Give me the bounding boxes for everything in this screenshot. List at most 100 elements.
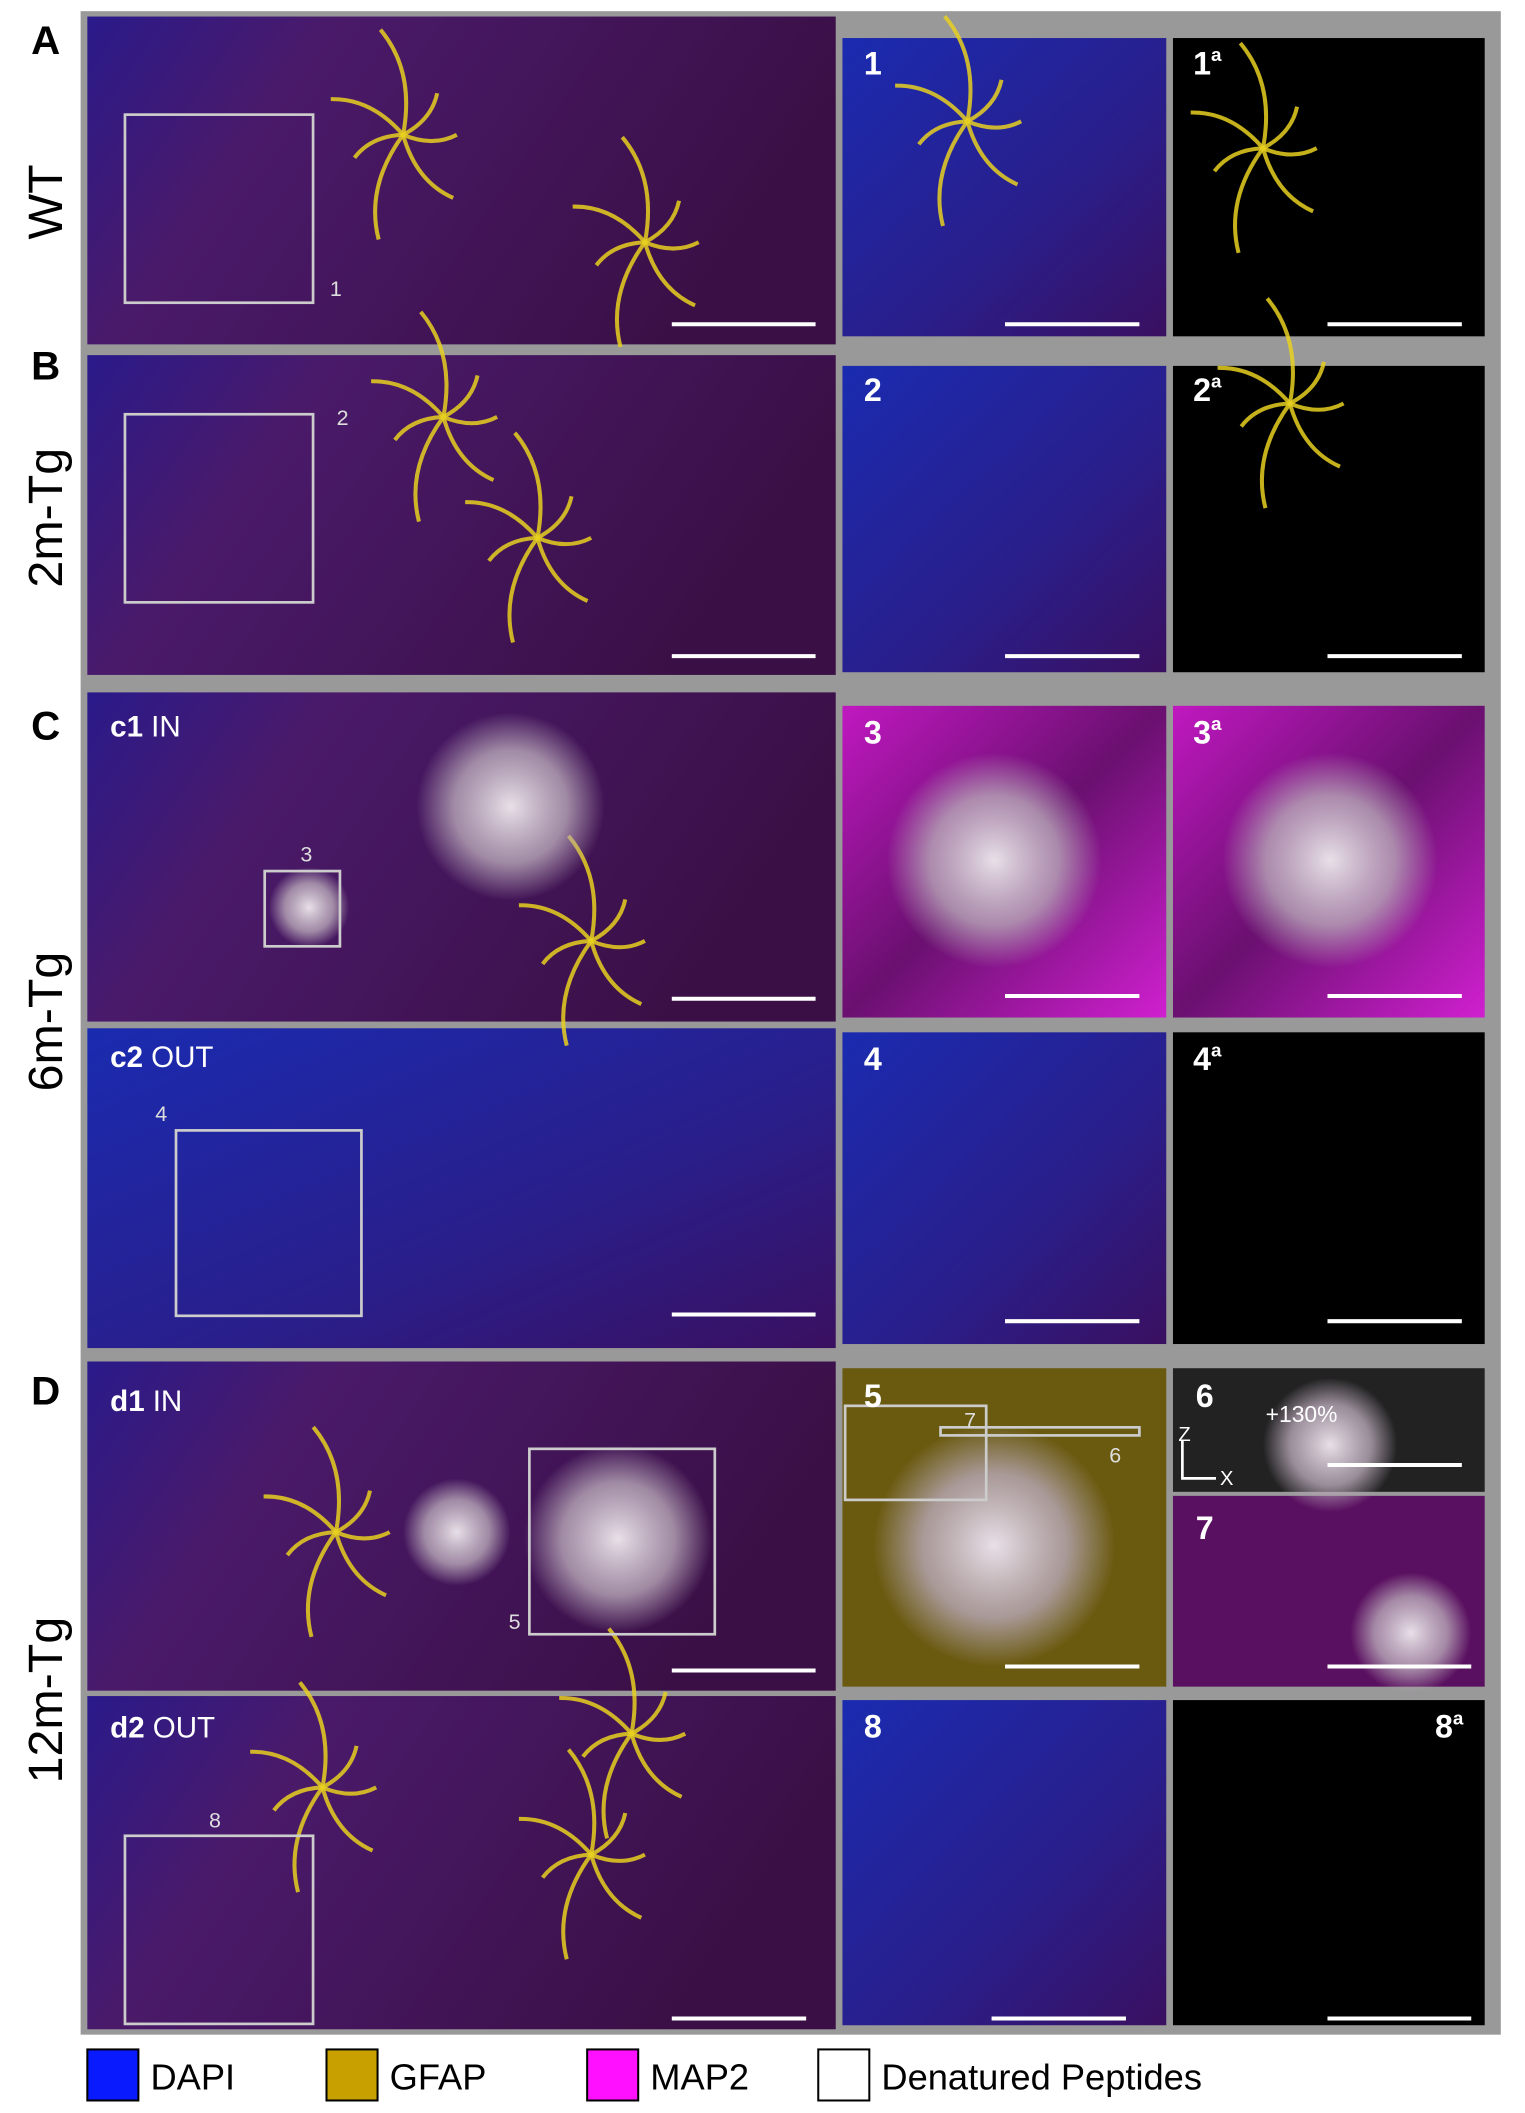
astrocyte — [298, 1681, 328, 1788]
axis-x: X — [1220, 1468, 1234, 1490]
astrocyte — [895, 83, 969, 123]
astrocyte — [402, 92, 440, 137]
legend-label: Denatured Peptides — [881, 2057, 1202, 2098]
astrocyte — [352, 132, 404, 160]
panel-label: 2 — [864, 372, 882, 408]
panel-label: 5 — [864, 1378, 882, 1414]
astrocyte — [320, 1786, 374, 1853]
plaque — [873, 1424, 1116, 1667]
inset-marker: 7 — [964, 1408, 976, 1432]
astrocyte — [630, 1731, 687, 1742]
panel-label: 2a — [1193, 370, 1222, 407]
row-condition: 12m-Tg — [19, 1617, 73, 1784]
astrocyte — [321, 1785, 378, 1796]
astrocyte — [540, 938, 592, 966]
astrocyte — [321, 1745, 359, 1790]
astrocyte — [1239, 401, 1290, 428]
astrocyte — [590, 1812, 628, 1857]
astrocyte — [943, 14, 973, 122]
subpanel-label: d1 IN — [110, 1385, 182, 1418]
inset-box — [123, 113, 315, 305]
row-letter: A — [31, 18, 60, 63]
panel-superscript: a — [1211, 370, 1222, 391]
astrocyte — [536, 495, 574, 540]
astrocyte — [937, 120, 970, 227]
row-condition: WT — [19, 164, 73, 239]
astrocyte — [594, 240, 646, 267]
subpanel-region: IN — [153, 1385, 183, 1418]
inset-box — [123, 412, 315, 604]
subpanel-id: d2 — [110, 1712, 144, 1745]
plaque — [524, 1444, 713, 1633]
panel-number: 8 — [864, 1709, 882, 1745]
legend-label: MAP2 — [650, 2057, 749, 2098]
astrocyte — [965, 120, 1019, 187]
panel-label: 8 — [864, 1709, 882, 1745]
legend-label: GFAP — [390, 2057, 487, 2098]
astrocyte — [292, 1786, 325, 1893]
panel-label: 6 — [1196, 1378, 1214, 1414]
astrocyte — [1288, 361, 1326, 406]
astrocyte — [607, 1627, 637, 1735]
astrocyte — [311, 1425, 342, 1533]
legend-swatch — [86, 2048, 140, 2102]
row-letter: B — [31, 343, 60, 388]
astrocyte — [487, 535, 538, 563]
astrocyte — [566, 1748, 597, 1855]
panel-number: 4 — [864, 1041, 882, 1077]
inset-box — [528, 1447, 717, 1636]
astrocyte — [378, 28, 409, 136]
astrocyte — [250, 1749, 324, 1789]
panel-number: 7 — [1196, 1510, 1214, 1546]
micrograph — [842, 1700, 1167, 2026]
inset-marker: 6 — [1109, 1443, 1121, 1467]
astrocyte — [1212, 146, 1264, 173]
astrocyte — [1217, 365, 1292, 405]
astrocyte — [966, 79, 1004, 124]
subpanel-id: c2 — [110, 1041, 143, 1074]
row-condition: 2m-Tg — [19, 448, 73, 588]
legend-swatch — [817, 2048, 871, 2102]
inset-box — [843, 1404, 988, 1502]
legend-label: DAPI — [150, 2057, 235, 2098]
astrocyte — [442, 374, 480, 419]
inset-box — [123, 1834, 315, 2026]
astrocyte — [333, 1531, 387, 1598]
astrocyte — [263, 1494, 338, 1534]
subpanel-label: c2 OUT — [110, 1041, 213, 1074]
astrocyte — [371, 379, 445, 419]
plaque — [886, 752, 1102, 968]
panel-label: 1 — [864, 45, 882, 81]
row-condition: 6m-Tg — [19, 952, 73, 1092]
inset-marker: 2 — [337, 406, 349, 430]
axis-z: Z — [1178, 1424, 1190, 1446]
micrograph — [842, 1032, 1167, 1345]
micrograph — [842, 38, 1167, 337]
panel-number: 3 — [864, 714, 882, 750]
astrocyte — [601, 1732, 634, 1839]
plaque — [1350, 1572, 1472, 1694]
plaque — [403, 1478, 511, 1586]
astrocyte — [590, 898, 628, 943]
astrocyte — [1265, 297, 1295, 404]
astrocyte — [335, 1530, 391, 1541]
astrocyte — [1259, 402, 1292, 509]
astrocyte — [589, 940, 643, 1006]
annotation: +130% — [1266, 1401, 1338, 1427]
inset-box — [174, 1129, 363, 1318]
astrocyte — [442, 415, 499, 426]
astrocyte — [1261, 147, 1314, 214]
micrograph — [842, 365, 1167, 673]
astrocyte — [536, 536, 593, 547]
astrocyte — [590, 1852, 646, 1863]
astrocyte — [1289, 401, 1345, 412]
astrocyte — [644, 240, 700, 251]
astrocyte — [561, 1853, 593, 1960]
panel-number: 3 — [1193, 714, 1211, 750]
astrocyte — [590, 939, 646, 950]
inset-marker: 8 — [209, 1809, 221, 1833]
panel-superscript: a — [1211, 44, 1222, 65]
astrocyte — [419, 310, 449, 418]
